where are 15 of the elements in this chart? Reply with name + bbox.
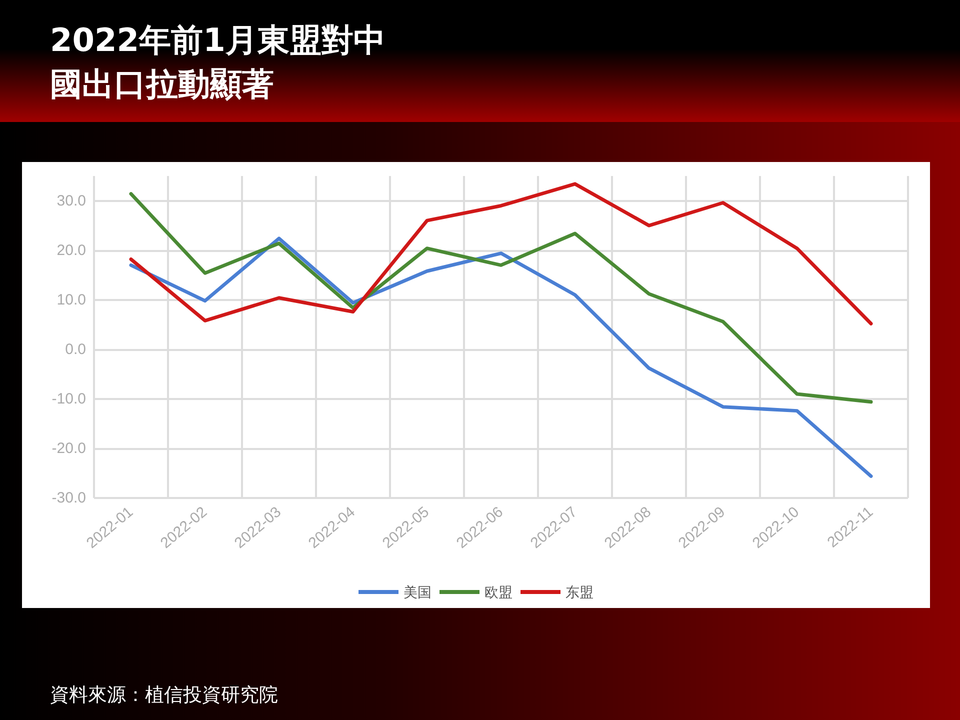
- chart-title: 2022年前1月東盟對中國出口拉動顯著: [50, 20, 386, 105]
- y-tick-label: 0.0: [65, 340, 86, 358]
- y-tick-label: -20.0: [52, 440, 86, 457]
- line-series: [129, 192, 873, 404]
- y-tick-label: 10.0: [56, 291, 86, 308]
- legend-label: 美国: [404, 584, 432, 600]
- line-series: [129, 236, 873, 478]
- y-tick-label: 30.0: [56, 192, 86, 210]
- y-tick-label: -30.0: [52, 490, 86, 506]
- line-series: [129, 182, 873, 326]
- source-note: 資料來源：植信投資研究院: [50, 683, 278, 708]
- y-tick-label: 20.0: [56, 242, 86, 259]
- y-tick-label: -10.0: [52, 390, 86, 408]
- legend-label: 东盟: [566, 584, 594, 600]
- legend-label: 欧盟: [484, 584, 512, 600]
